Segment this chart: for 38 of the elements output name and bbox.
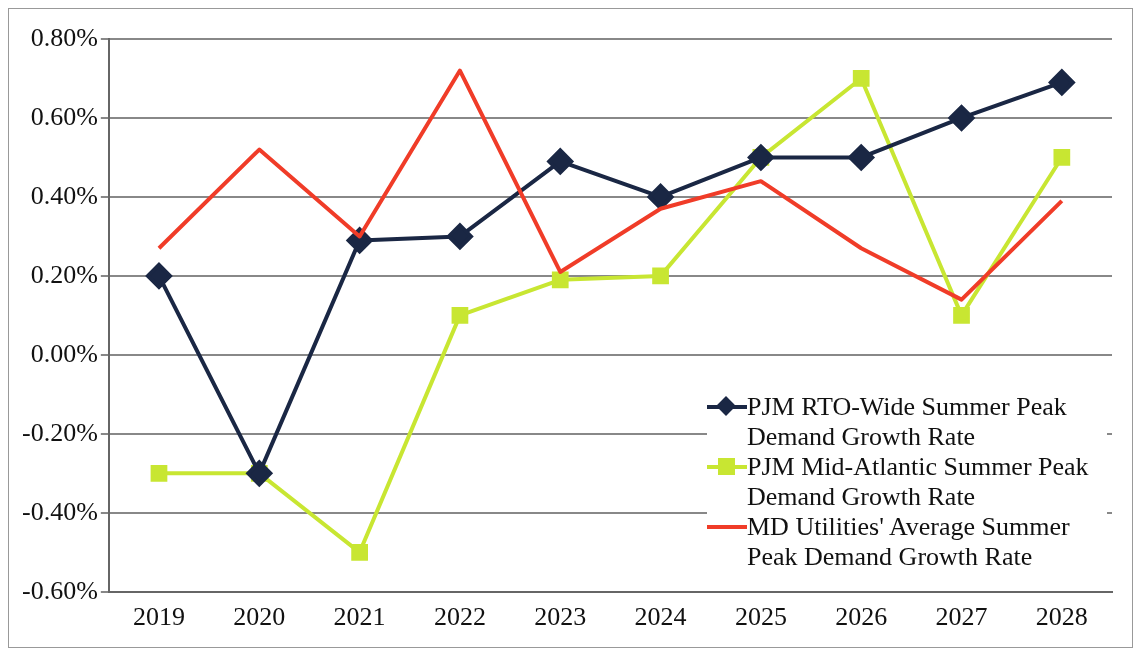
point [150, 464, 168, 482]
x-tick-label: 2021 [333, 602, 386, 632]
y-tick-label: 0.60% [30, 101, 98, 131]
point [647, 183, 674, 210]
x-tick-label: 2027 [935, 602, 988, 632]
x-tick-label: 2028 [1035, 602, 1088, 632]
legend-label: PJM RTO-Wide Summer Peak Demand Growth Rate [747, 392, 1068, 452]
point [1053, 149, 1071, 166]
point [246, 460, 273, 487]
point [451, 307, 469, 324]
point [1048, 69, 1075, 96]
x-tick-label: 2019 [132, 602, 185, 632]
point [948, 104, 975, 131]
x-tick-label: 2026 [835, 602, 888, 632]
x-tick-label: 2020 [233, 602, 286, 632]
y-tick-label: 0.20% [30, 259, 98, 289]
x-tick-label: 2023 [534, 602, 587, 632]
point [446, 223, 473, 250]
legend-label: MD Utilities' Average Summer Peak Demand Growth Rate [747, 512, 1071, 572]
x-tick-label: 2022 [433, 602, 486, 632]
x-tick-label: 2025 [734, 602, 787, 632]
point [351, 543, 368, 561]
point [953, 307, 970, 324]
legend-label: PJM Mid-Atlantic Summer Peak Demand Growth Rate [747, 452, 1090, 512]
y-tick-label: 0.00% [30, 338, 98, 368]
y-tick-label: 0.80% [30, 22, 98, 52]
point [747, 144, 774, 171]
y-tick-label: -0.40% [21, 496, 98, 526]
y-tick-label: -0.60% [21, 575, 98, 605]
x-tick-label: 2024 [634, 602, 687, 632]
point [652, 267, 669, 285]
point [547, 148, 574, 175]
y-tick-label: -0.20% [21, 417, 98, 447]
point [551, 271, 569, 289]
point [145, 262, 172, 289]
point [848, 144, 875, 171]
point [852, 70, 870, 87]
y-tick-label: 0.40% [30, 180, 98, 210]
